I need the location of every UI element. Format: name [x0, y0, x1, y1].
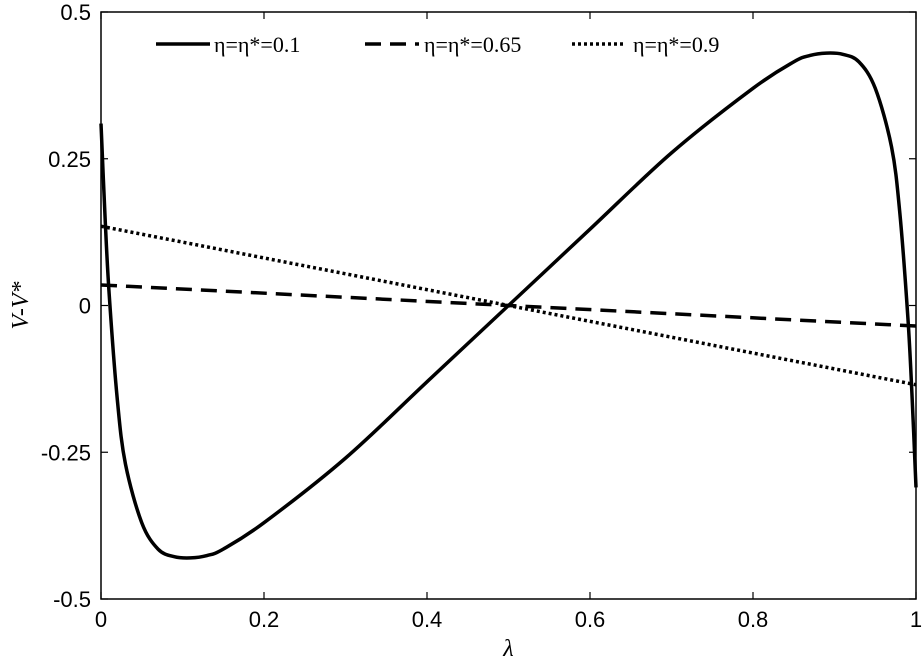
legend-entry-label: η=η*=0.65	[424, 32, 521, 57]
ticks-group: 0 0.2 0.4 0.6 0.8 1 -0.5 -0.25 0 0.25 0.5	[41, 0, 922, 632]
y-axis-label: V-V*	[8, 282, 34, 330]
legend: η=η*=0.1 η=η*=0.65 η=η*=0.9	[156, 32, 719, 57]
series-line-2	[100, 224, 917, 387]
x-tick-label: 1	[910, 607, 922, 632]
legend-entry-label: η=η*=0.1	[214, 32, 300, 57]
y-tick-label: 0.25	[48, 147, 91, 172]
x-tick-label: 0.8	[738, 607, 769, 632]
x-axis-label: λ	[502, 636, 513, 662]
legend-entry-label: η=η*=0.9	[633, 32, 719, 57]
x-tick-label: 0	[95, 607, 107, 632]
x-tick-label: 0.4	[412, 607, 443, 632]
y-tick-label: 0	[79, 294, 91, 319]
y-tick-label: -0.5	[53, 587, 91, 612]
x-tick-label: 0.2	[249, 607, 280, 632]
series-group	[99, 51, 918, 560]
y-tick-label: 0.5	[60, 0, 91, 25]
y-tick-label: -0.25	[41, 440, 91, 465]
x-tick-label: 0.6	[575, 607, 606, 632]
